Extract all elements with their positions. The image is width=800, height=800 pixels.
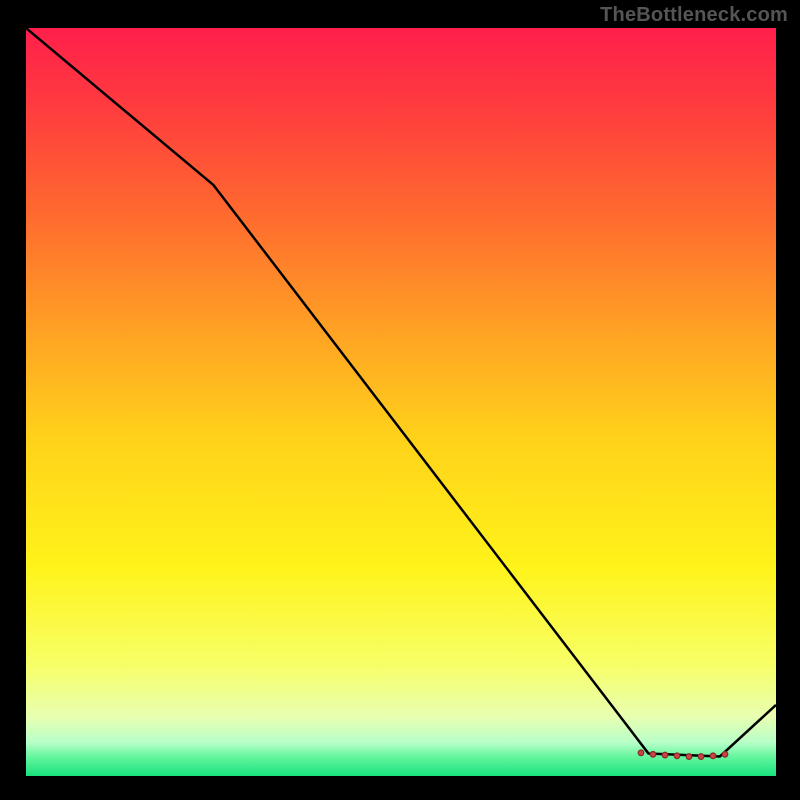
data-marker [722, 752, 728, 758]
plot-area [26, 28, 776, 776]
chart-frame: TheBottleneck.com [0, 0, 800, 800]
data-marker [686, 754, 692, 760]
chart-svg [26, 28, 776, 776]
data-marker [662, 752, 668, 758]
data-marker [638, 750, 644, 756]
data-marker [698, 754, 704, 760]
data-marker [650, 752, 656, 758]
watermark-label: TheBottleneck.com [600, 4, 788, 27]
data-marker [710, 753, 716, 759]
gradient-background [26, 28, 776, 776]
data-marker [674, 753, 680, 759]
